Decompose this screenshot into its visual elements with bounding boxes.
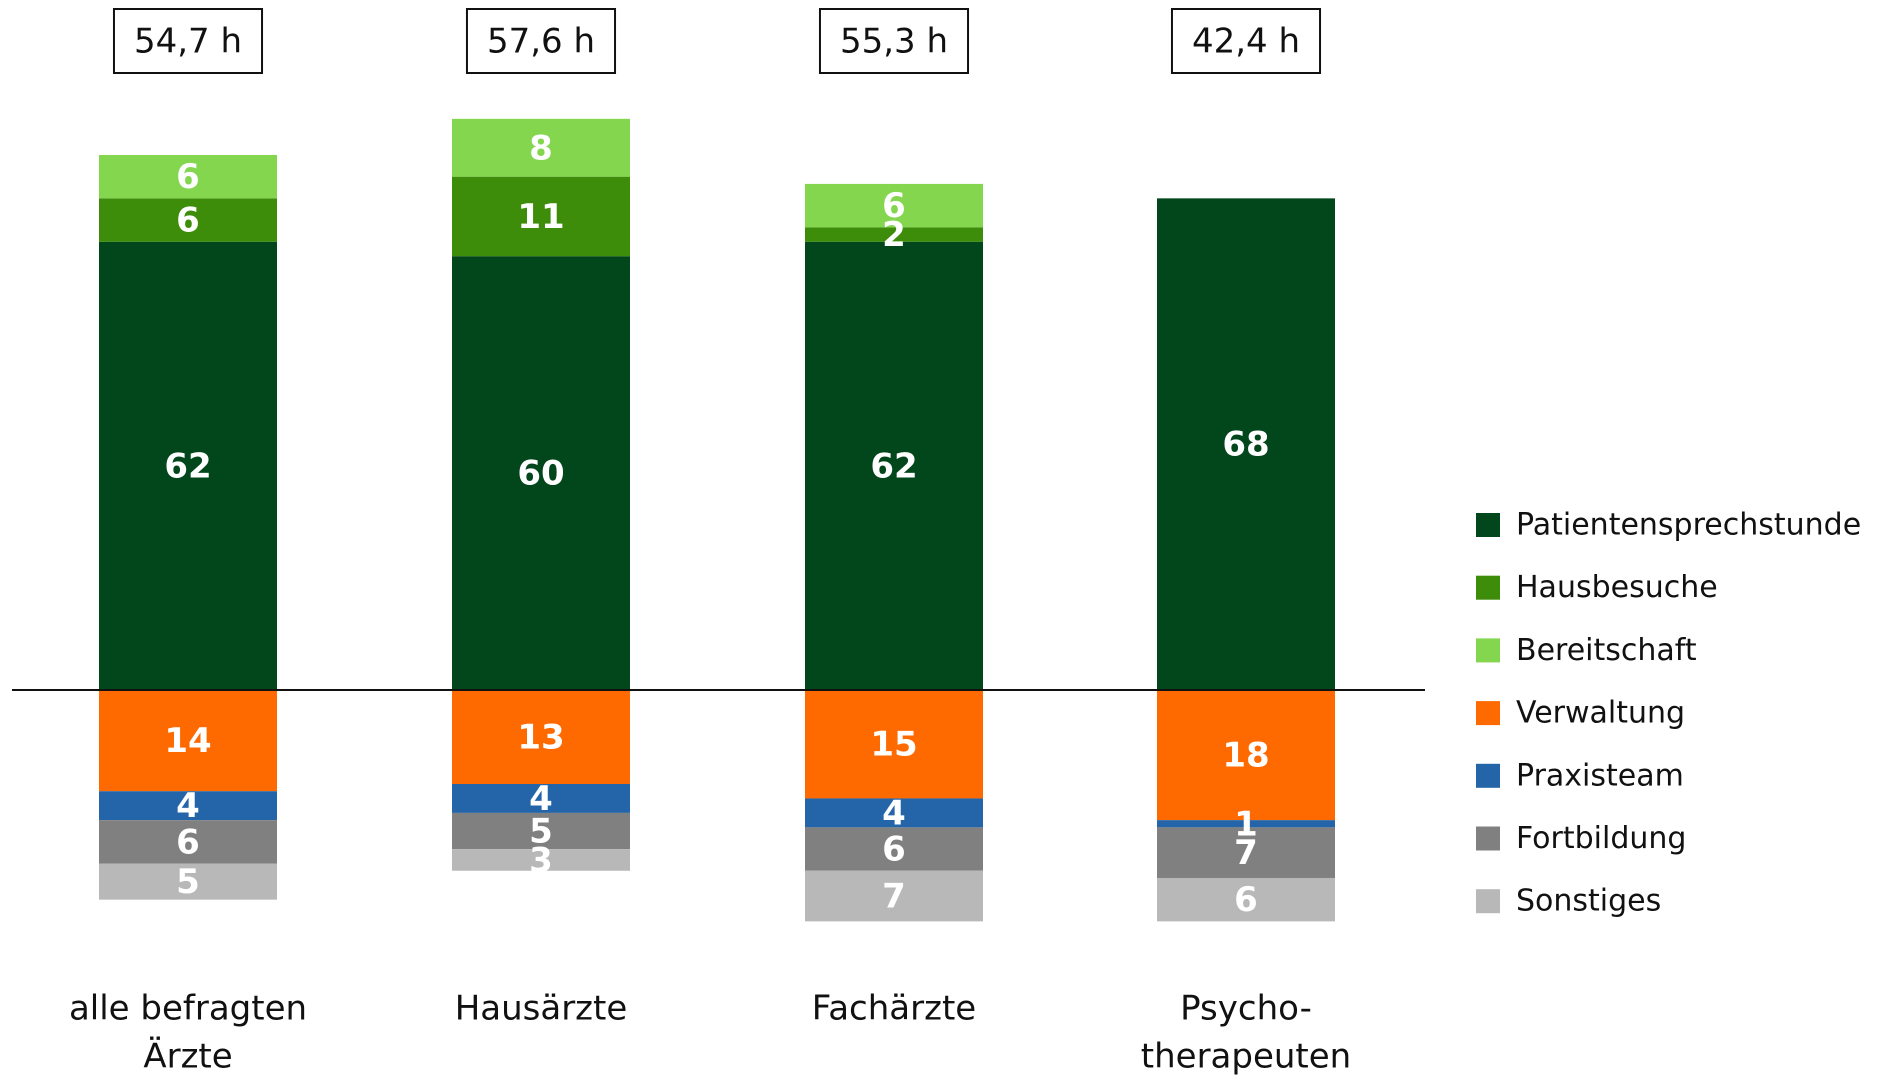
total-label: 57,6 h [487,22,595,62]
segment-label: 4 [529,779,553,819]
total-box [1170,8,1322,74]
legend-swatch [1476,513,1500,537]
legend-swatch [1476,701,1500,726]
bar-segment [805,870,983,922]
bar-segment [1157,198,1335,691]
total-box [112,8,264,74]
total-box [818,8,970,74]
segment-label: 6 [882,830,906,870]
total-label: 54,7 h [134,22,242,62]
bar-segment [1157,820,1335,828]
legend-swatch [1476,889,1500,914]
segment-label: 6 [882,186,906,226]
bar-segment [805,183,983,228]
bar-segment [99,820,277,864]
x-tick-label: Fachärzte [812,989,976,1029]
legend-label: Verwaltung [1516,696,1685,731]
segment-label: 7 [1234,833,1258,873]
bar-segment [452,812,630,850]
segment-label: 1 [1234,804,1258,844]
segment-label: 60 [517,454,564,494]
bar-segment [99,791,277,821]
segment-label: 6 [176,157,200,197]
legend-label: Praxisteam [1516,758,1684,793]
segment-label: 6 [1234,880,1258,920]
segment-label: 7 [882,877,906,917]
legend-swatch [1476,763,1500,788]
legend-label: Fortbildung [1516,821,1686,856]
x-tick-label: Hausärzte [455,989,628,1029]
legend-label: Sonstiges [1516,884,1661,919]
segment-label: 62 [164,446,211,486]
bar-segment [805,798,983,828]
bar-segment [99,863,277,900]
segment-label: 11 [517,197,564,237]
total-box [465,8,617,74]
segment-label: 14 [164,721,211,761]
bar-segment [452,849,630,871]
legend-swatch [1476,826,1500,851]
legend-label: Patientensprechstunde [1516,508,1861,543]
x-tick-label: Psycho- [1180,989,1312,1029]
bar-segment [99,241,277,691]
segment-label: 6 [176,201,200,241]
legend-label: Bereitschaft [1516,633,1697,668]
x-tick-label: Ärzte [143,1037,232,1077]
segment-label: 62 [870,446,917,486]
bar-segment [452,256,630,690]
legend-swatch [1476,575,1500,600]
segment-label: 4 [882,793,906,833]
bar-segment [805,227,983,242]
x-tick-label: therapeuten [1141,1037,1351,1077]
total-label: 55,3 h [840,22,948,62]
segment-label: 68 [1222,425,1269,465]
segment-label: 3 [529,840,553,880]
segment-label: 2 [882,215,906,255]
x-tick-label: alle befragten [69,989,307,1029]
total-label: 42,4 h [1192,22,1300,62]
segment-label: 6 [176,822,200,862]
segment-label: 4 [176,786,200,826]
bar-segment [452,176,630,257]
bar-segment [452,690,630,784]
bar-segment [452,783,630,813]
bar-segment [99,690,277,792]
segment-label: 15 [870,725,917,765]
bar-segment [805,690,983,799]
bar-segment [1157,877,1335,922]
bar-segment [1157,690,1335,821]
segment-label: 8 [529,128,553,168]
segment-label: 13 [517,717,564,757]
legend-label: Hausbesuche [1516,570,1718,605]
segment-label: 5 [176,862,200,902]
legend-swatch [1476,638,1500,663]
bar-segment [805,241,983,691]
bar-segment [452,118,630,177]
bar-segment [1157,827,1335,878]
bar-segment [805,827,983,871]
segment-label: 18 [1222,736,1269,776]
segment-label: 5 [529,811,553,851]
bar-segment [99,154,277,199]
bar-segment [99,198,277,242]
